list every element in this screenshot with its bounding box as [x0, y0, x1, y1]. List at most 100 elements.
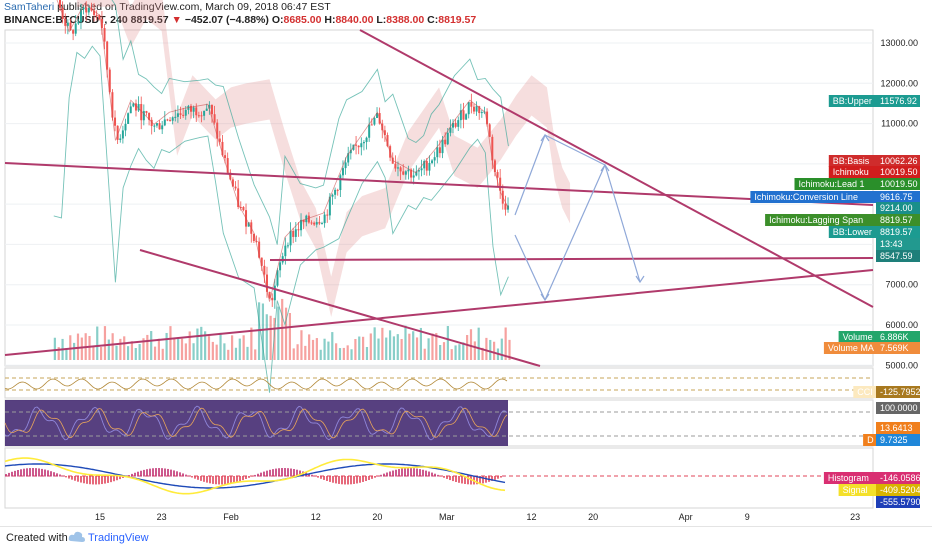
macd-histogram-bar [500, 476, 502, 478]
cci-label: CCI [857, 387, 873, 397]
volume-bar [153, 346, 157, 360]
volume-bar [281, 298, 284, 360]
volume-bar [223, 343, 226, 360]
y-tick-label: 6000.00 [885, 320, 918, 330]
macd-histogram-bar [380, 474, 382, 477]
macd-histogram-bar [434, 473, 436, 477]
macd-histogram-bar [260, 472, 262, 477]
candle-body [347, 153, 350, 163]
volume-bar [242, 335, 245, 360]
macd-histogram-bar [467, 476, 469, 485]
candle-body [396, 167, 399, 169]
volume-bar [381, 327, 384, 360]
volume-bar [265, 314, 268, 360]
candle-body [454, 122, 457, 127]
volume-bar [234, 347, 238, 360]
volume-bar [423, 348, 426, 360]
volume-bar [123, 336, 126, 360]
macd-histogram-bar [353, 476, 355, 484]
volume-bar [458, 344, 461, 360]
candle-body [137, 104, 140, 111]
macd-pane[interactable] [4, 447, 874, 509]
volume-bar [288, 313, 291, 360]
cci-pane[interactable] [4, 367, 874, 399]
candle-body [166, 119, 169, 121]
volume-bar [188, 331, 191, 360]
author-name[interactable]: SamTaheri [4, 1, 55, 13]
candle-body [116, 125, 119, 140]
macd-histogram-bar [71, 476, 73, 480]
macd-histogram-bar [242, 476, 244, 481]
macd-histogram-bar [449, 476, 451, 481]
candle-body [271, 297, 274, 301]
macd-histogram-bar [26, 468, 28, 477]
macd-histogram-bar [422, 469, 424, 477]
macd-histogram-bar [185, 474, 187, 477]
macd-histogram-bar [383, 473, 385, 477]
macd-histogram-bar [326, 476, 328, 481]
x-tick-label: 20 [372, 512, 382, 522]
x-tick-label: 12 [527, 512, 537, 522]
y-tick-label: 13000.00 [880, 38, 918, 48]
volume-bar [431, 333, 434, 360]
candle-body [428, 162, 431, 171]
volume-bar [227, 349, 230, 360]
volume-bar [500, 338, 503, 360]
candle-body [93, 10, 96, 15]
bb-upper-value-bg [876, 95, 920, 107]
candle-body [161, 125, 164, 130]
candle-body [98, 15, 101, 20]
macd-histogram-bar [239, 476, 241, 482]
volume-bar [273, 317, 276, 360]
y-tick-label: 11000.00 [881, 119, 918, 129]
candle-body [436, 147, 439, 158]
macd-histogram-bar [83, 476, 85, 484]
volume-bar [408, 333, 411, 360]
macd-histogram-bar [224, 476, 226, 485]
macd-histogram-bar [101, 476, 103, 485]
volume-ma-label-bg [823, 342, 876, 354]
volume-bar [315, 338, 318, 360]
macd-histogram-bar [257, 473, 259, 477]
high-label: H: [324, 14, 336, 26]
volume-bar [485, 337, 488, 360]
volume-bar [250, 327, 253, 360]
stoch-d-value: 9.7325 [880, 435, 908, 445]
volume-bar [308, 334, 311, 360]
time-axis[interactable]: 15 23 Feb 12 20 Mar 12 20 Apr 9 23 [95, 512, 860, 522]
created-with-text: Created with [6, 532, 68, 544]
tradingview-brand[interactable]: TradingView [88, 532, 149, 544]
macd-histogram-bar [458, 476, 460, 483]
volume-bar [373, 327, 376, 360]
volume-bar [103, 326, 107, 360]
volume-bar [119, 338, 122, 360]
macd-histogram-bar [203, 476, 205, 482]
candle-body [433, 157, 436, 161]
candle-body [370, 124, 373, 126]
y-tick-label: 7000.00 [885, 280, 918, 290]
chart-canvas[interactable]: 5000.006000.007000.008000.009000.0010000… [0, 0, 932, 526]
candle-body [339, 175, 342, 191]
macd-histogram-label-bg [823, 472, 876, 484]
candle-body [85, 7, 88, 13]
candle-body [344, 162, 347, 169]
volume-bar [111, 333, 114, 360]
macd-histogram-bar [278, 468, 280, 477]
volume-bar [200, 326, 203, 360]
macd-histogram-bar [56, 473, 58, 477]
low-label: L: [376, 14, 387, 26]
candle-body [431, 160, 434, 163]
candle-body [467, 102, 470, 115]
stoch-d-value-bg [876, 434, 920, 446]
candle-body [258, 241, 261, 258]
candle-body [140, 104, 143, 121]
x-tick-label: 12 [311, 512, 321, 522]
macd-histogram-bar [416, 468, 418, 477]
macd-histogram-bar [440, 476, 442, 477]
volume-bar [466, 335, 469, 360]
candle-body [171, 117, 174, 121]
arrow-down-2 [514, 234, 546, 301]
candle-body [216, 122, 219, 139]
projection-arrows [514, 133, 645, 302]
candle-body [252, 233, 255, 241]
